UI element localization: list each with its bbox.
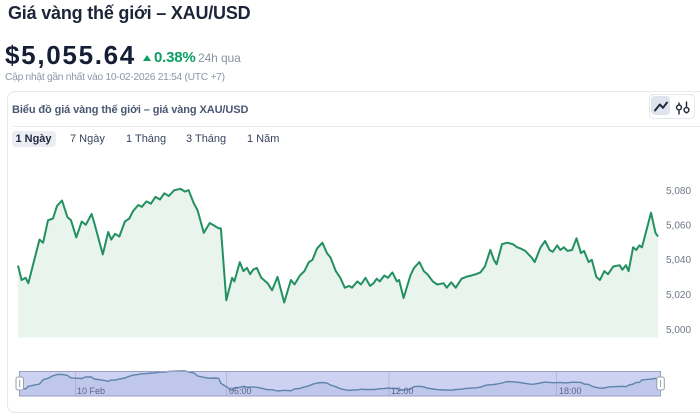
svg-text:5,020: 5,020 [666,290,691,301]
svg-text:5,080: 5,080 [666,186,691,197]
svg-text:5,060: 5,060 [666,221,691,232]
svg-text:12:00: 12:00 [391,386,414,396]
svg-text:06:00: 06:00 [229,386,252,396]
svg-text:10 Feb: 10 Feb [77,386,105,396]
svg-text:5,000: 5,000 [666,325,691,336]
svg-text:5,040: 5,040 [666,255,691,266]
svg-text:18:00: 18:00 [559,386,582,396]
